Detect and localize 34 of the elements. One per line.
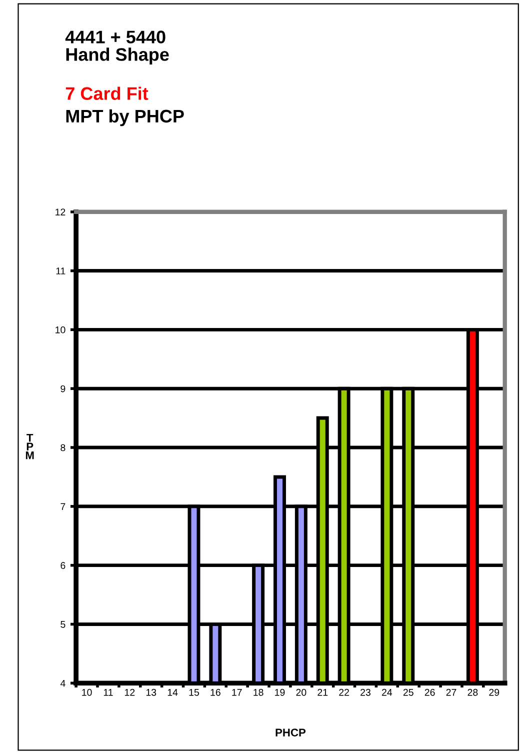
- x-tick-label: 29: [489, 688, 500, 696]
- y-tick-label: 9: [60, 385, 66, 392]
- x-tick-label: 14: [168, 689, 178, 696]
- y-tick-label: 11: [56, 268, 66, 274]
- x-tick-label: 13: [146, 688, 156, 696]
- x-tick-label: 21: [318, 688, 328, 696]
- x-tick-label: 18: [254, 688, 264, 696]
- x-tick-label: 27: [446, 688, 456, 696]
- y-tick-label: 6: [60, 562, 66, 569]
- x-tick-label: 22: [339, 688, 349, 696]
- y-tick-label: 10: [56, 326, 66, 334]
- x-tick-label: 10: [82, 688, 92, 696]
- y-tick-label: 12: [56, 208, 66, 216]
- y-tick-label: 5: [60, 621, 66, 628]
- x-tick-label: 28: [468, 688, 478, 696]
- y-tick-label: 8: [60, 444, 66, 452]
- x-tick-label: 25: [403, 688, 414, 696]
- y-tick-label: 7: [60, 503, 66, 510]
- x-tick-label: 12: [125, 688, 135, 696]
- y-axis-title: TPM: [26, 434, 34, 460]
- x-tick-label: 26: [424, 688, 435, 696]
- y-tick-label: 4: [60, 680, 66, 687]
- x-tick-label: 19: [275, 688, 285, 696]
- chart-title: 4441 + 5440 Hand Shape: [65, 30, 169, 64]
- x-tick-label: 17: [232, 689, 242, 696]
- x-tick-label: 24: [382, 688, 392, 696]
- x-axis-title: PHCP: [276, 728, 306, 736]
- text: MPT by PHCP: [66, 109, 184, 126]
- x-tick-label: 15: [189, 689, 199, 696]
- x-tick-label: 23: [360, 688, 370, 696]
- x-tick-label: 20: [296, 688, 306, 696]
- chart-subtitle: 7 Card Fit: [66, 86, 148, 100]
- x-tick-label: 16: [210, 688, 220, 696]
- x-tick-label: 11: [104, 689, 113, 696]
